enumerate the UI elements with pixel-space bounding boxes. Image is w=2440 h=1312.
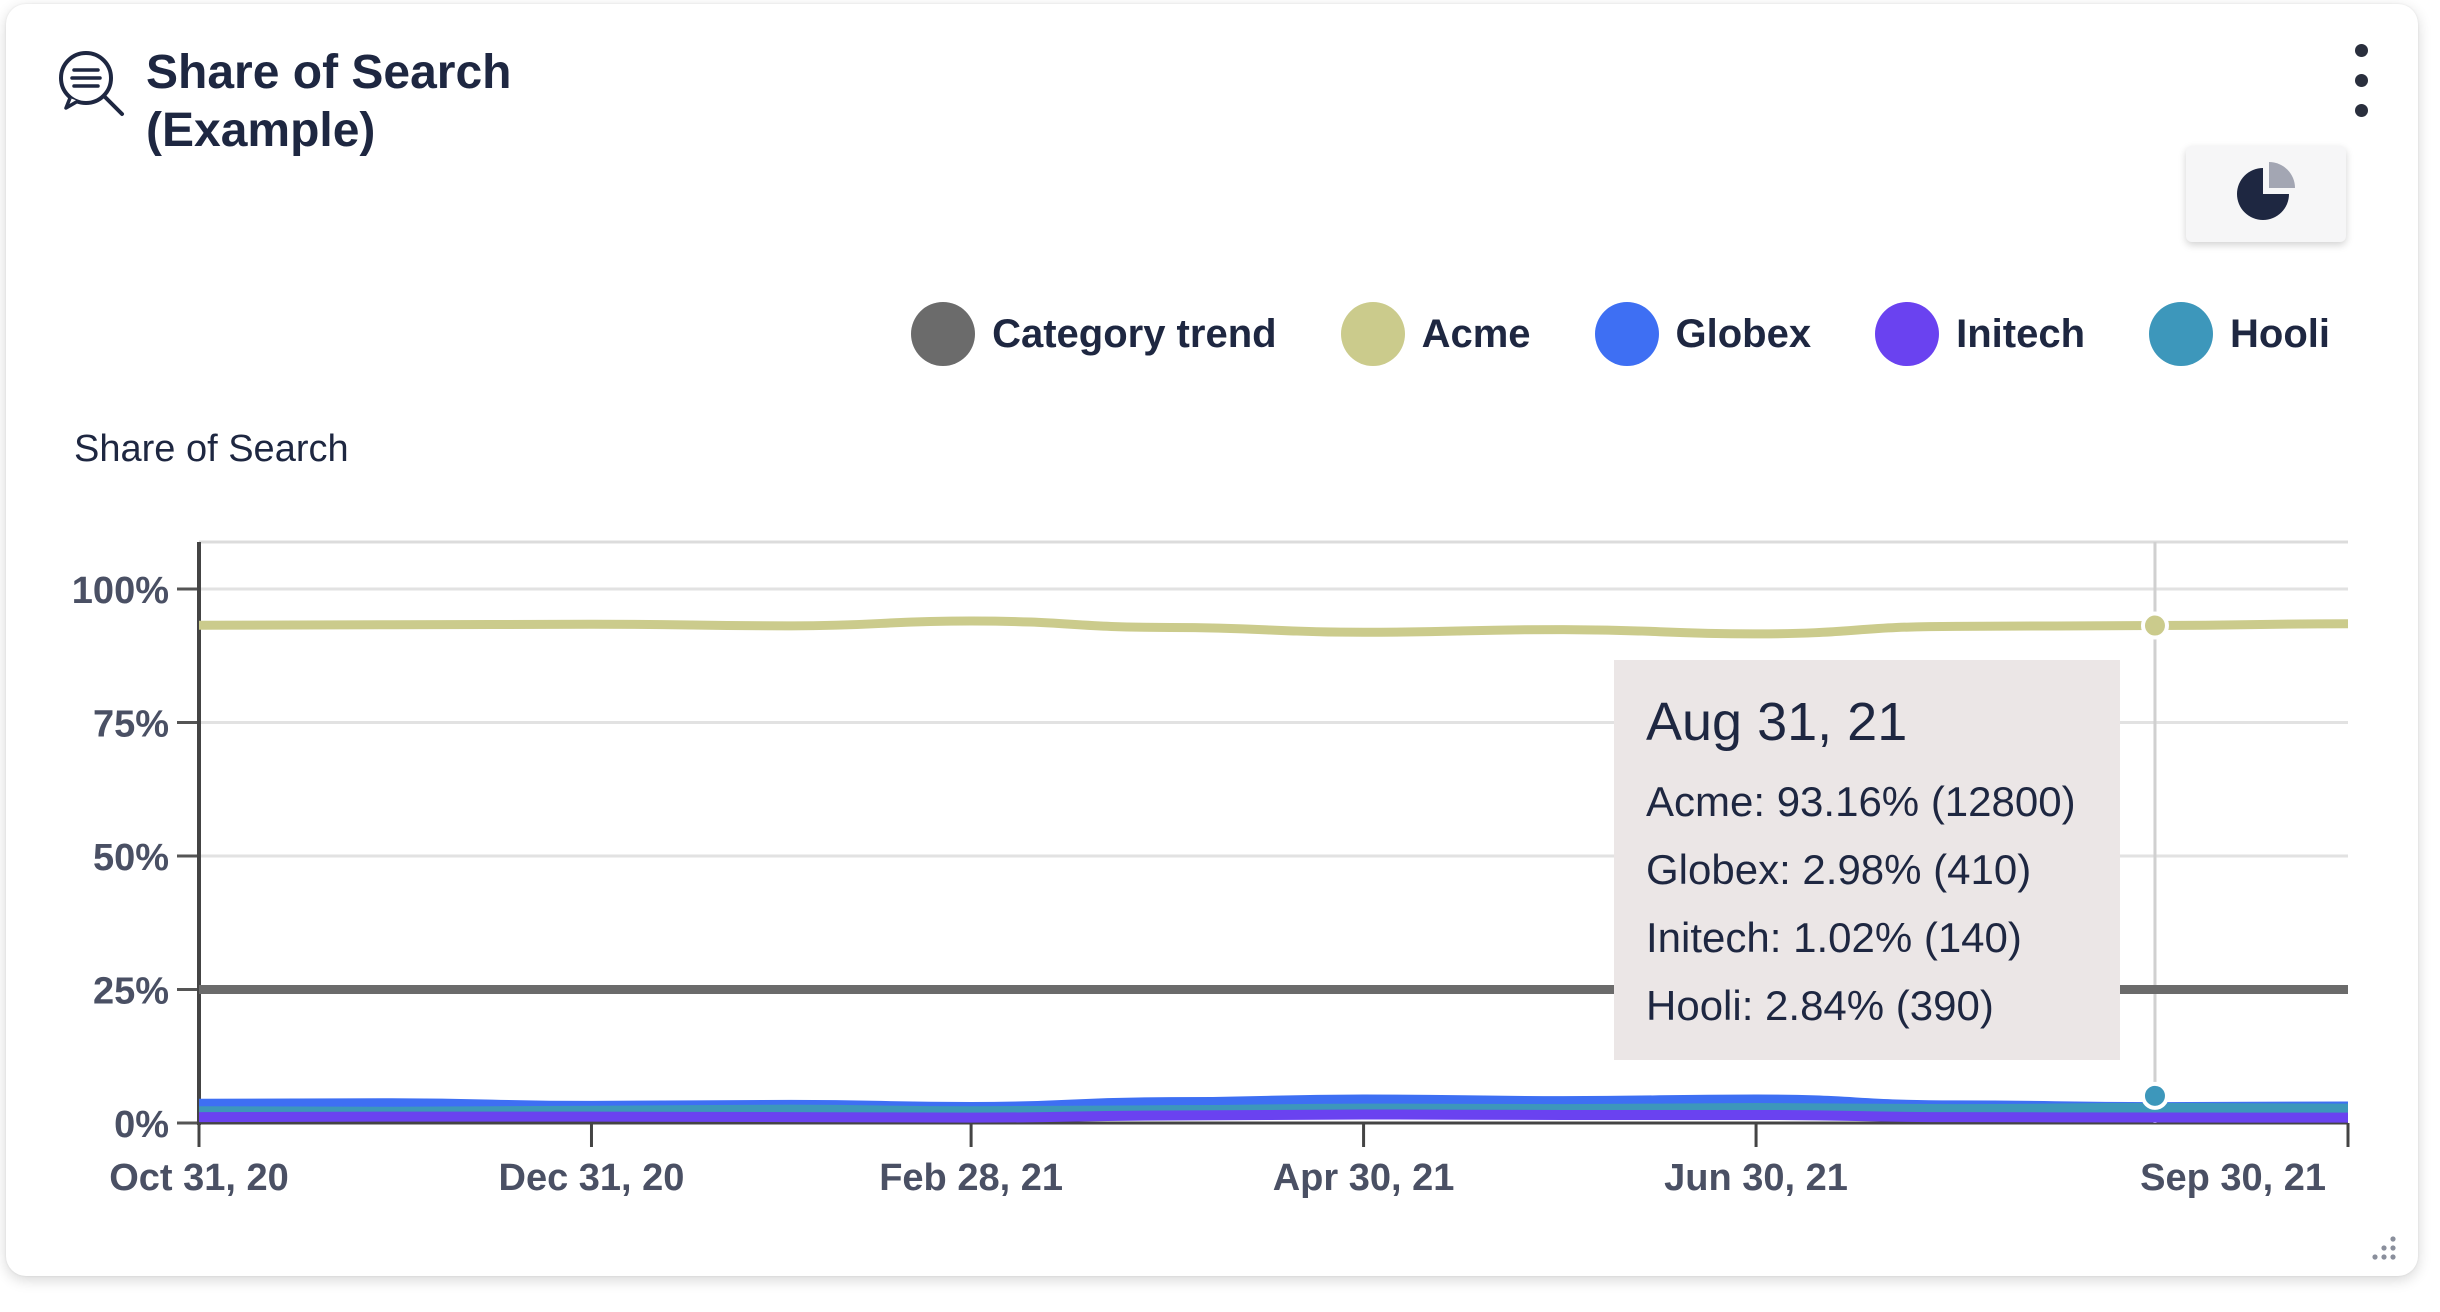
x-tick-label: Jun 30, 21 (1664, 1157, 1848, 1199)
legend-swatch (1340, 302, 1405, 366)
legend-swatch (911, 302, 976, 366)
legend-swatch (1875, 302, 1940, 366)
marker-acme (2140, 611, 2169, 640)
search-chat-icon (56, 48, 128, 120)
tooltip-line-globex: Globex: 2.98% (410) (1646, 846, 2032, 893)
y-tick-label: 75% (93, 704, 169, 746)
series-hooli (198, 1102, 2353, 1117)
legend-item-hooli[interactable]: Hooli (2149, 302, 2330, 366)
chart-canvas: 0% 25% 50% 75% 100% Oct 31, 20 Dec 31, 20 Feb 2… (72, 540, 2353, 1199)
legend-swatch (2149, 302, 2214, 366)
marker-hooli (2140, 1081, 2169, 1110)
y-tick-label: 0% (114, 1104, 169, 1146)
tooltip-line-hooli: Hooli: 2.84% (390) (1646, 982, 1994, 1029)
x-tick-label: Apr 30, 21 (1273, 1157, 1455, 1199)
x-tick-label: Sep 30, 21 (2140, 1157, 2326, 1199)
legend-label: Globex (1675, 311, 1812, 356)
series-acme (198, 616, 2353, 639)
legend-swatch (1594, 302, 1659, 366)
y-tick-label: 50% (93, 837, 169, 879)
chart-tooltip: Aug 31, 21 Acme: 93.16% (12800) Globex: … (1614, 660, 2120, 1060)
tooltip-line-initech: Initech: 1.02% (140) (1646, 914, 2022, 961)
widget-title: Share of Search (Example) (146, 44, 746, 160)
widget-title-line2: (Example) (146, 104, 376, 157)
y-tick-label: 25% (93, 971, 169, 1013)
share-of-search-widget: Share of Search (Example) Category trend… (6, 4, 2418, 1276)
chart-type-button[interactable] (2186, 146, 2346, 242)
legend-label: Category trend (992, 311, 1277, 356)
x-tick-label: Oct 31, 20 (109, 1157, 289, 1199)
y-tick-label: 100% (72, 570, 169, 612)
tooltip-date: Aug 31, 21 (1646, 692, 1908, 752)
legend-label: Initech (1956, 311, 2086, 356)
pie-chart-icon (2237, 162, 2295, 220)
legend-item-globex[interactable]: Globex (1594, 302, 1812, 366)
x-tick-label: Feb 28, 21 (879, 1157, 1063, 1199)
vertical-dots-icon[interactable] (2346, 44, 2376, 124)
legend-label: Acme (1421, 311, 1531, 356)
legend-label: Hooli (2230, 311, 2330, 356)
legend-item-category-trend[interactable]: Category trend (911, 302, 1277, 366)
chart-legend: Category trend Acme Globex Initech Hooli (911, 302, 2330, 366)
resize-grip-icon[interactable] (2368, 1232, 2398, 1262)
tooltip-line-acme: Acme: 93.16% (12800) (1646, 778, 2076, 825)
legend-item-acme[interactable]: Acme (1340, 302, 1531, 366)
series-initech (198, 1109, 2353, 1123)
legend-item-initech[interactable]: Initech (1875, 302, 2085, 366)
widget-title-line1: Share of Search (146, 46, 512, 99)
y-axis-title: Share of Search (74, 428, 349, 470)
x-tick-label: Dec 31, 20 (499, 1157, 685, 1199)
